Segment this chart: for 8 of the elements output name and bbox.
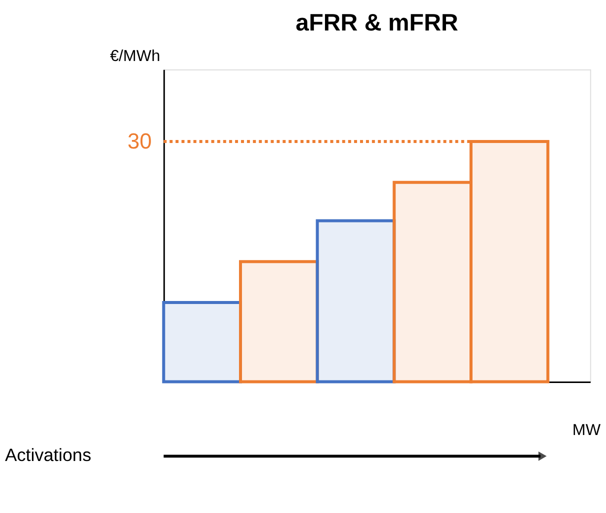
y-axis-title: €/MWh (110, 48, 160, 65)
bar (162, 301, 242, 384)
bar (470, 140, 550, 384)
text: 30 (128, 128, 152, 154)
chart-title: aFRR & mFRR (296, 10, 458, 37)
bar (239, 260, 319, 384)
x-axis-title: MW (572, 422, 601, 439)
text: Activations (4, 445, 92, 466)
